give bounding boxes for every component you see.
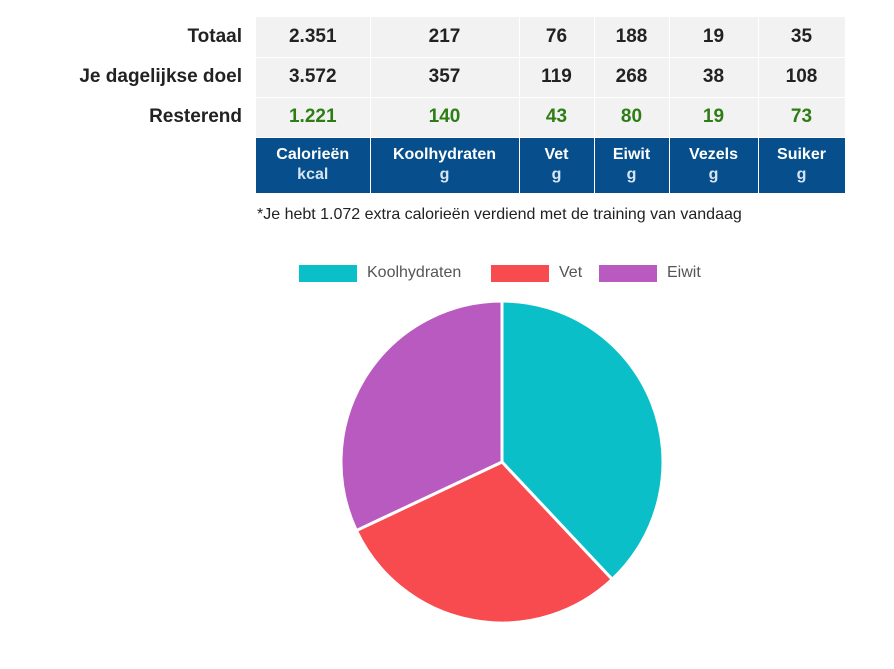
column-unit: kcal (297, 166, 329, 184)
column-name: Koolhydraten (392, 146, 497, 164)
column-unit: g (796, 166, 807, 184)
column-unit: g (626, 166, 637, 184)
table-header-row: Calorieën kcal Koolhydraten g Vet g Eiwi… (0, 137, 846, 193)
remaining-sugar: 73 (758, 97, 846, 138)
remaining-fat: 43 (519, 97, 595, 138)
column-header-fiber: Vezels g (669, 137, 759, 193)
remaining-fiber: 19 (669, 97, 759, 138)
legend-label-carbs: Koolhydraten (367, 264, 462, 281)
column-name: Eiwit (612, 146, 651, 164)
goal-carbs: 357 (370, 57, 520, 98)
legend-item-fat[interactable]: Vet (491, 263, 582, 283)
chart-legend: Koolhydraten Vet Eiwit (0, 263, 894, 283)
total-calories: 2.351 (256, 17, 371, 58)
total-fat: 76 (519, 17, 595, 58)
pie-chart-svg (339, 299, 665, 625)
total-protein: 188 (594, 17, 670, 58)
column-header-fat: Vet g (519, 137, 595, 193)
column-header-calories: Calorieën kcal (256, 137, 371, 193)
legend-swatch-fat (491, 264, 549, 282)
column-unit: g (708, 166, 719, 184)
macro-pie-chart (336, 296, 668, 628)
goal-calories: 3.572 (256, 57, 371, 98)
column-name: Vet (544, 146, 569, 164)
column-header-carbs: Koolhydraten g (370, 137, 520, 193)
total-sugar: 35 (758, 17, 846, 58)
goal-fiber: 38 (669, 57, 759, 98)
legend-swatch-protein (599, 264, 657, 282)
goal-sugar: 108 (758, 57, 846, 98)
legend-item-protein[interactable]: Eiwit (599, 263, 701, 283)
goal-fat: 119 (519, 57, 595, 98)
table-row-total: Totaal 2.351 217 76 188 19 35 (0, 17, 846, 58)
pie-slice-protein[interactable] (339, 299, 504, 533)
remaining-carbs: 140 (370, 97, 520, 138)
column-header-sugar: Suiker g (758, 137, 846, 193)
total-carbs: 217 (370, 17, 520, 58)
remaining-calories: 1.221 (256, 97, 371, 138)
remaining-protein: 80 (594, 97, 670, 138)
column-name: Suiker (777, 146, 826, 164)
total-fiber: 19 (669, 17, 759, 58)
legend-label-protein: Eiwit (667, 264, 701, 281)
column-name: Vezels (689, 146, 738, 164)
goal-protein: 268 (594, 57, 670, 98)
table-row-remaining: Resterend 1.221 140 43 80 19 73 (0, 97, 846, 138)
row-label-goal: Je dagelijkse doel (0, 57, 256, 97)
legend-item-carbs[interactable]: Koolhydraten (299, 263, 461, 283)
column-header-protein: Eiwit g (594, 137, 670, 193)
column-unit: g (439, 166, 450, 184)
column-name: Calorieën (276, 146, 350, 164)
nutrition-summary-table: Totaal 2.351 217 76 188 19 35 Je dagelij… (0, 17, 846, 193)
pie-slice-carbs[interactable] (500, 299, 665, 581)
pie-slice-fat[interactable] (354, 460, 614, 625)
table-row-goal: Je dagelijkse doel 3.572 357 119 268 38 … (0, 57, 846, 98)
training-footnote: *Je hebt 1.072 extra calorieën verdiend … (257, 206, 742, 223)
legend-swatch-carbs (299, 264, 357, 282)
row-label-remaining: Resterend (0, 97, 256, 137)
row-label-total: Totaal (0, 17, 256, 57)
legend-label-fat: Vet (559, 264, 583, 281)
column-unit: g (551, 166, 562, 184)
